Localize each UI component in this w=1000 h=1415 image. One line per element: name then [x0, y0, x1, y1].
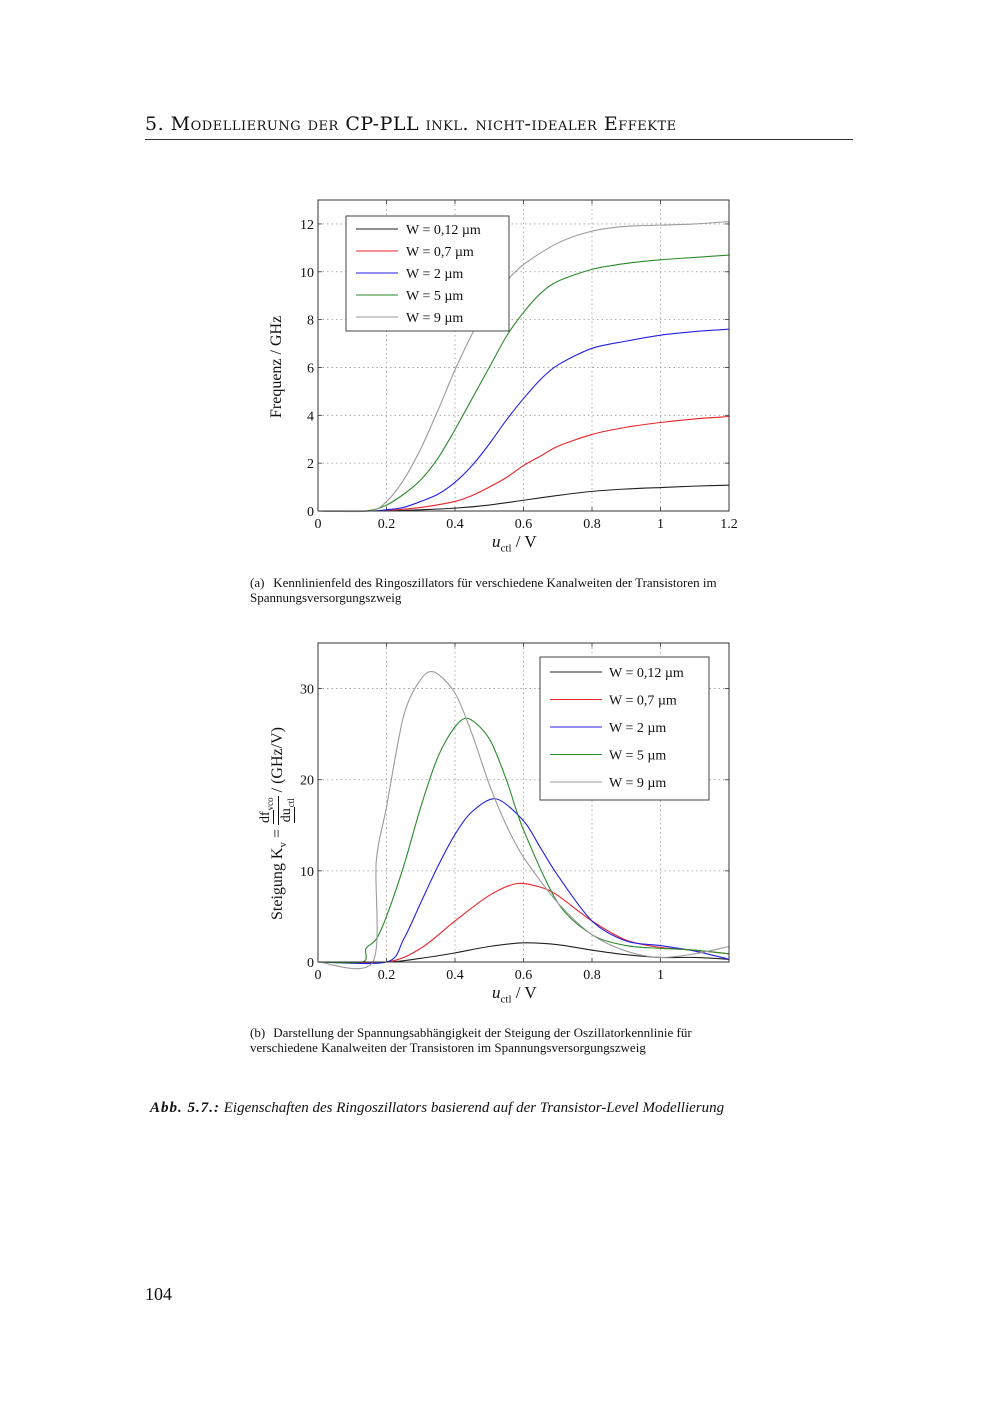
subcaption-a-label: (a) [250, 575, 265, 590]
series-line [317, 882, 730, 964]
chart-b-xlabel: uctl / V [492, 983, 537, 1005]
y-tick-label: 0 [307, 505, 314, 520]
y-tick-label: 10 [300, 865, 314, 880]
ylabel-eq: = [268, 825, 286, 843]
series-line [317, 328, 730, 512]
y-tick-label: 0 [307, 956, 314, 971]
xlabel-var: u [492, 983, 501, 1002]
y-tick-label: 30 [300, 683, 314, 698]
x-tick-label: 0.6 [515, 517, 533, 532]
xlabel-sub: ctl [500, 993, 512, 1006]
x-tick-label: 1 [657, 968, 664, 983]
y-tick-label: 6 [307, 361, 314, 376]
subcaption-a: (a) Kennlinienfeld des Ringoszillators f… [250, 575, 750, 605]
y-tick-label: 4 [307, 409, 314, 424]
legend-label: W = 2 µm [609, 721, 666, 736]
plot-frame [317, 199, 730, 512]
x-tick-label: 1 [657, 517, 664, 532]
legend-label: W = 5 µm [609, 749, 666, 764]
legend-label: W = 0,7 µm [406, 245, 474, 260]
legend-label: W = 0,7 µm [609, 694, 677, 709]
y-tick-label: 2 [307, 457, 314, 472]
xlabel-unit: / V [511, 532, 537, 551]
x-tick-label: 0.6 [515, 968, 533, 983]
x-tick-label: 0.2 [378, 517, 396, 532]
series-line [317, 717, 730, 964]
series-line [317, 670, 730, 970]
running-head: 5. Modellierung der CP-PLL inkl. nicht-i… [145, 113, 677, 135]
legend-label: W = 5 µm [406, 289, 463, 304]
legend-label: W = 9 µm [609, 776, 666, 791]
plot-frame [317, 642, 730, 963]
legend-box [539, 656, 710, 801]
series-line [317, 254, 730, 512]
subcaption-b-text: Darstellung der Spannungsabhängigkeit de… [250, 1025, 692, 1055]
x-tick-label: 0.4 [446, 968, 464, 983]
subcaption-b: (b) Darstellung der Spannungsabhängigkei… [250, 1025, 750, 1055]
xlabel-unit: / V [511, 983, 537, 1002]
subcaption-a-text: Kennlinienfeld des Ringoszillators für v… [250, 575, 717, 605]
page-number: 104 [145, 1284, 172, 1304]
legend-label: W = 0,12 µm [609, 666, 684, 681]
x-tick-label: 0.4 [446, 517, 464, 532]
chart-a-xlabel: uctl / V [492, 532, 537, 554]
frac-den-sub: ctl [285, 798, 296, 808]
xlabel-sub: ctl [500, 542, 512, 555]
chart-b-ylabel: Steigung Kv = dfvco ductl / (GHz/V) [258, 727, 299, 920]
frac-num-sub: vco [264, 797, 275, 811]
frac-den: du [278, 807, 295, 824]
legend-label: W = 2 µm [406, 267, 463, 282]
y-tick-label: 10 [300, 266, 314, 281]
ylabel-sub: v [277, 842, 290, 848]
ylabel-unit: / (GHz/V) [268, 727, 286, 797]
frac-num: df [258, 810, 274, 825]
series-line [317, 798, 730, 965]
series-line [317, 415, 730, 512]
ylabel-fraction: dfvco ductl [258, 796, 299, 826]
x-tick-label: 1.2 [720, 517, 738, 532]
x-tick-label: 0 [315, 968, 322, 983]
legend-label: W = 9 µm [406, 311, 463, 326]
x-tick-label: 0.2 [378, 968, 396, 983]
legend: W = 0,12 µm W = 0,7 µm W = 2 µm W = 5 µm W =… [345, 215, 510, 332]
ylabel-prefix: Steigung K [268, 847, 286, 920]
y-tick-label: 8 [307, 314, 314, 329]
x-tick-label: 0.8 [583, 968, 601, 983]
legend-label: W = 0,12 µm [406, 223, 481, 238]
y-tick-label: 12 [300, 218, 314, 233]
figure-caption: Abb. 5.7.: Eigenschaften des Ringoszilla… [150, 1100, 850, 1117]
xlabel-var: u [492, 532, 501, 551]
y-tick-label: 20 [300, 774, 314, 789]
legend: W = 0,12 µm W = 0,7 µm W = 2 µm W = 5 µm W =… [539, 656, 710, 801]
subcaption-b-label: (b) [250, 1025, 266, 1040]
figure-caption-text: Eigenschaften des Ringoszillators basier… [223, 1100, 725, 1116]
header-rule [145, 139, 853, 140]
x-tick-label: 0 [315, 517, 322, 532]
x-tick-label: 0.8 [583, 517, 601, 532]
chart-a-ylabel: Frequenz / GHz [268, 315, 285, 418]
figure-number: Abb. 5.7.: [150, 1100, 220, 1116]
